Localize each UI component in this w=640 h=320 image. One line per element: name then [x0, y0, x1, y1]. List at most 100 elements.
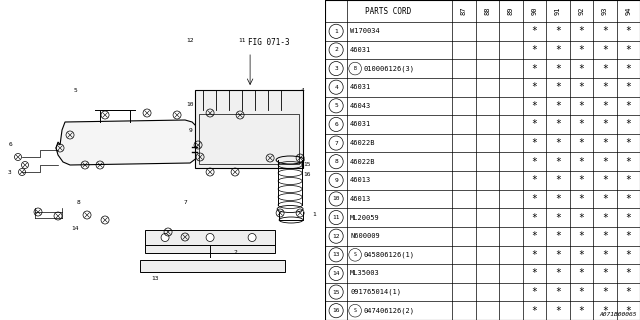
Text: B: B — [354, 66, 356, 71]
Text: 92: 92 — [579, 7, 584, 15]
Text: 9: 9 — [334, 178, 338, 183]
Bar — [145, 245, 275, 253]
Text: *: * — [579, 194, 584, 204]
Text: 90: 90 — [531, 7, 538, 15]
Text: *: * — [555, 26, 561, 36]
Text: 12: 12 — [186, 37, 194, 43]
Text: *: * — [625, 250, 631, 260]
Text: *: * — [555, 101, 561, 111]
Text: 010006126(3): 010006126(3) — [364, 65, 415, 72]
Text: 045806126(1): 045806126(1) — [364, 252, 415, 258]
Text: *: * — [555, 175, 561, 185]
Text: 11: 11 — [238, 37, 246, 43]
Text: *: * — [602, 64, 608, 74]
Text: 16: 16 — [332, 308, 340, 313]
Bar — [140, 260, 285, 272]
Text: 46013: 46013 — [350, 196, 371, 202]
Text: *: * — [555, 194, 561, 204]
Text: 15: 15 — [303, 163, 311, 167]
Text: *: * — [602, 212, 608, 223]
Text: 2: 2 — [233, 250, 237, 254]
Text: 5: 5 — [334, 103, 338, 108]
Text: 46043: 46043 — [350, 103, 371, 109]
Text: 5: 5 — [73, 87, 77, 92]
Text: *: * — [625, 306, 631, 316]
Text: *: * — [602, 119, 608, 129]
Text: *: * — [531, 268, 537, 278]
Text: *: * — [602, 101, 608, 111]
Text: A071B00065: A071B00065 — [599, 312, 637, 317]
Text: *: * — [531, 45, 537, 55]
Text: W170034: W170034 — [350, 28, 380, 34]
Text: 12: 12 — [332, 234, 340, 239]
Text: *: * — [625, 26, 631, 36]
Text: *: * — [602, 45, 608, 55]
Text: *: * — [579, 64, 584, 74]
Text: *: * — [579, 268, 584, 278]
Text: *: * — [579, 287, 584, 297]
Text: *: * — [531, 194, 537, 204]
Text: *: * — [555, 231, 561, 241]
Text: 91: 91 — [555, 7, 561, 15]
Text: *: * — [625, 175, 631, 185]
Text: *: * — [625, 212, 631, 223]
Text: 7: 7 — [334, 140, 338, 146]
Text: 88: 88 — [484, 7, 490, 15]
Text: 13: 13 — [332, 252, 340, 257]
Text: N600009: N600009 — [350, 233, 380, 239]
Text: *: * — [531, 138, 537, 148]
Text: 2: 2 — [334, 47, 338, 52]
Text: *: * — [602, 287, 608, 297]
Text: *: * — [531, 287, 537, 297]
Text: S: S — [354, 308, 356, 313]
Text: *: * — [555, 287, 561, 297]
Text: *: * — [625, 157, 631, 167]
Text: *: * — [555, 268, 561, 278]
Text: *: * — [555, 119, 561, 129]
Bar — [145, 230, 275, 245]
Text: 93: 93 — [602, 7, 608, 15]
Circle shape — [161, 234, 169, 242]
Text: 46031: 46031 — [350, 121, 371, 127]
Text: 15: 15 — [332, 290, 340, 295]
Text: *: * — [531, 231, 537, 241]
Text: *: * — [579, 26, 584, 36]
Text: *: * — [625, 194, 631, 204]
Text: 46022B: 46022B — [350, 140, 376, 146]
Text: *: * — [531, 212, 537, 223]
Text: 13: 13 — [151, 276, 159, 281]
Text: 8: 8 — [76, 199, 80, 204]
Text: 46031: 46031 — [350, 47, 371, 53]
Text: 1: 1 — [334, 29, 338, 34]
Text: ML35003: ML35003 — [350, 270, 380, 276]
Text: 1: 1 — [312, 212, 316, 218]
Text: 091765014(1): 091765014(1) — [350, 289, 401, 295]
Text: *: * — [555, 157, 561, 167]
Text: *: * — [602, 250, 608, 260]
Text: 94: 94 — [625, 7, 631, 15]
Text: *: * — [602, 306, 608, 316]
Text: *: * — [602, 138, 608, 148]
Circle shape — [248, 234, 256, 242]
Text: 10: 10 — [332, 196, 340, 201]
Circle shape — [206, 234, 214, 242]
Text: 3: 3 — [8, 170, 12, 174]
Bar — [199, 114, 299, 164]
Text: 46013: 46013 — [350, 177, 371, 183]
Text: 047406126(2): 047406126(2) — [364, 308, 415, 314]
Text: *: * — [602, 26, 608, 36]
Text: *: * — [579, 119, 584, 129]
Text: *: * — [531, 26, 537, 36]
Text: *: * — [602, 268, 608, 278]
Text: 4: 4 — [334, 85, 338, 90]
Text: 7: 7 — [183, 199, 187, 204]
Text: *: * — [625, 45, 631, 55]
Text: PARTS CORD: PARTS CORD — [365, 6, 412, 15]
Text: 87: 87 — [461, 7, 467, 15]
Text: *: * — [531, 175, 537, 185]
Text: 46031: 46031 — [350, 84, 371, 90]
Text: *: * — [579, 175, 584, 185]
Text: *: * — [555, 82, 561, 92]
Text: *: * — [531, 306, 537, 316]
FancyBboxPatch shape — [195, 90, 303, 168]
